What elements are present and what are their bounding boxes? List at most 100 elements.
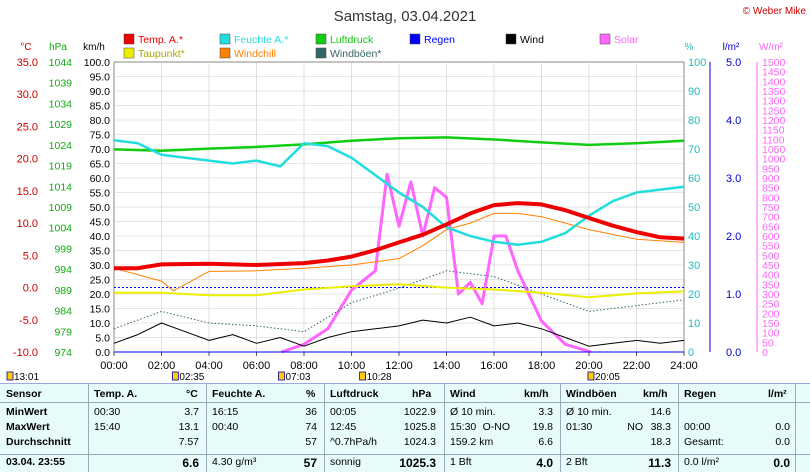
wind-tick: 80.0	[90, 115, 111, 127]
cell-press-t-row2: ^0.7hPa/h	[330, 436, 377, 448]
cell-wind-dir-row1: O-NO	[482, 421, 510, 433]
header-rain-unit: l/m²	[768, 388, 787, 400]
solar-tick: 1100	[762, 134, 785, 146]
pressure-tick: 999	[54, 243, 72, 255]
temp-tick: 25.0	[17, 121, 38, 133]
time-tick-label: 20:00	[575, 360, 603, 372]
cell-rain-t-row2: Gesamt:	[684, 436, 724, 448]
rain-tick: 2.0	[726, 231, 741, 243]
cell-gust-t-row3: 2 Bft	[566, 456, 588, 468]
header-pressure-unit: hPa	[412, 388, 432, 400]
pressure-tick: 979	[54, 326, 72, 338]
temp-tick: 30.0	[17, 89, 38, 101]
event-label-2: 07:03	[285, 372, 310, 383]
series-taupunkt	[114, 283, 685, 299]
legend-label-0: Temp. A.*	[138, 34, 183, 46]
unit-rain: l/m²	[723, 42, 740, 53]
cell-temp-t-row0: 00:30	[94, 406, 121, 418]
cell-gust-t-row1: 01:30	[566, 421, 593, 433]
wind-tick: 65.0	[90, 159, 111, 171]
cell-press-v-row2: 1024.3	[403, 436, 436, 448]
solar-tick: 1000	[762, 154, 786, 166]
rain-tick: 5.0	[726, 57, 741, 69]
chart-legend: Temp. A.* Feuchte A.* Luftdruck Regen Wind So…	[123, 33, 639, 60]
cell-press-v-row1: 1025.8	[403, 421, 436, 433]
time-tick-label: 02:00	[148, 360, 176, 372]
cell-press-t-row0: 00:05	[330, 406, 357, 418]
legend-swatch-6	[123, 47, 135, 59]
pressure-tick: 1014	[49, 181, 73, 193]
series-windchill	[113, 212, 685, 292]
solar-tick: 1400	[762, 76, 786, 88]
wind-tick: 100.0	[84, 57, 110, 69]
wind-tick: 5.0	[95, 333, 110, 345]
chart-grid	[114, 62, 684, 352]
legend-label-5: Solar	[614, 34, 639, 46]
time-tick-label: 16:00	[480, 360, 508, 372]
pressure-tick: 1039	[49, 78, 73, 90]
solar-tick: 450	[762, 260, 780, 272]
time-tick-label: 18:00	[528, 360, 556, 372]
chart-axes: 35.0 30.0 25.0 20.0 15.0 10.0 5.0 0.0 -5.0 -10.0 1…	[13, 57, 786, 372]
humidity-tick: 30	[688, 260, 700, 272]
time-tick-label: 24:00	[670, 360, 698, 372]
temp-tick: 0.0	[23, 283, 38, 295]
legend-swatch-0	[123, 33, 135, 45]
legend-swatch-5	[599, 33, 611, 45]
solar-tick: 750	[762, 202, 780, 214]
cell-rain-t-row1: 00:00	[684, 421, 711, 433]
pressure-tick: 1019	[49, 161, 73, 173]
temp-tick: 5.0	[23, 250, 38, 262]
event-label-4: 20:05	[595, 372, 620, 383]
cell-hum-v-row2: 57	[305, 436, 317, 448]
event-label-3: 10:28	[367, 372, 392, 383]
cell-wind-v-row1: 19.8	[532, 421, 553, 433]
solar-tick: 650	[762, 221, 780, 233]
legend-swatch-8	[315, 47, 327, 59]
solar-tick: 900	[762, 173, 780, 185]
pressure-tick: 1024	[49, 140, 73, 152]
wind-tick: 60.0	[90, 173, 111, 185]
humidity-tick: 80	[688, 115, 700, 127]
unit-temp: °C	[20, 42, 31, 53]
series-temp-a	[114, 201, 685, 271]
solar-tick: 150	[762, 318, 780, 330]
event-marker-3	[359, 371, 366, 381]
right-edge-panel	[800, 150, 810, 350]
cell-rain-v-row3: 0.0	[773, 456, 790, 470]
solar-tick: 1050	[762, 144, 786, 156]
cell-press-t-row1: 12:45	[330, 421, 357, 433]
event-label-1: 02:35	[179, 372, 204, 383]
cell-wind-t-row3: 1 Bft	[450, 456, 472, 468]
solar-tick: 50	[762, 337, 774, 349]
event-marker-0	[6, 371, 14, 381]
time-tick-label: 12:00	[385, 360, 413, 372]
unit-humidity: %	[685, 42, 694, 53]
header-wind: Wind	[450, 388, 476, 400]
wind-tick: 55.0	[90, 188, 111, 200]
rain-tick: 3.0	[726, 173, 741, 185]
pressure-tick: 1004	[49, 223, 73, 235]
solar-tick: 850	[762, 183, 780, 195]
solar-tick: 400	[762, 270, 780, 282]
cell-temp-t-row1: 15:40	[94, 421, 121, 433]
time-tick-label: 04:00	[195, 360, 223, 372]
solar-tick: 950	[762, 163, 780, 175]
cell-temp-v-row1: 13.1	[178, 421, 199, 433]
time-tick-label: 14:00	[433, 360, 461, 372]
humidity-tick: 50	[688, 202, 700, 214]
weather-chart: Samstag, 03.04.2021 © Weber Mike Temp. A…	[6, 6, 810, 383]
legend-label-8: Windböen*	[330, 48, 381, 60]
legend-label-2: Luftdruck	[330, 34, 374, 46]
humidity-tick: 0	[688, 347, 694, 359]
header-gust-unit: km/h	[643, 388, 668, 400]
solar-tick: 1150	[762, 125, 785, 137]
wind-tick: 45.0	[90, 217, 111, 229]
rain-tick: 1.0	[726, 289, 741, 301]
cell-gust-v-row2: 18.3	[650, 436, 671, 448]
cell-wind-t-row1: 15:30	[450, 421, 477, 433]
cell-hum-t-row3: 4.30 g/m³	[212, 456, 257, 468]
axis-unit-labels: °C hPa km/h% l/m² W/m²	[20, 42, 783, 53]
cell-wind-t-row0: Ø 10 min.	[450, 406, 496, 418]
header-pressure: Luftdruck	[330, 388, 379, 400]
